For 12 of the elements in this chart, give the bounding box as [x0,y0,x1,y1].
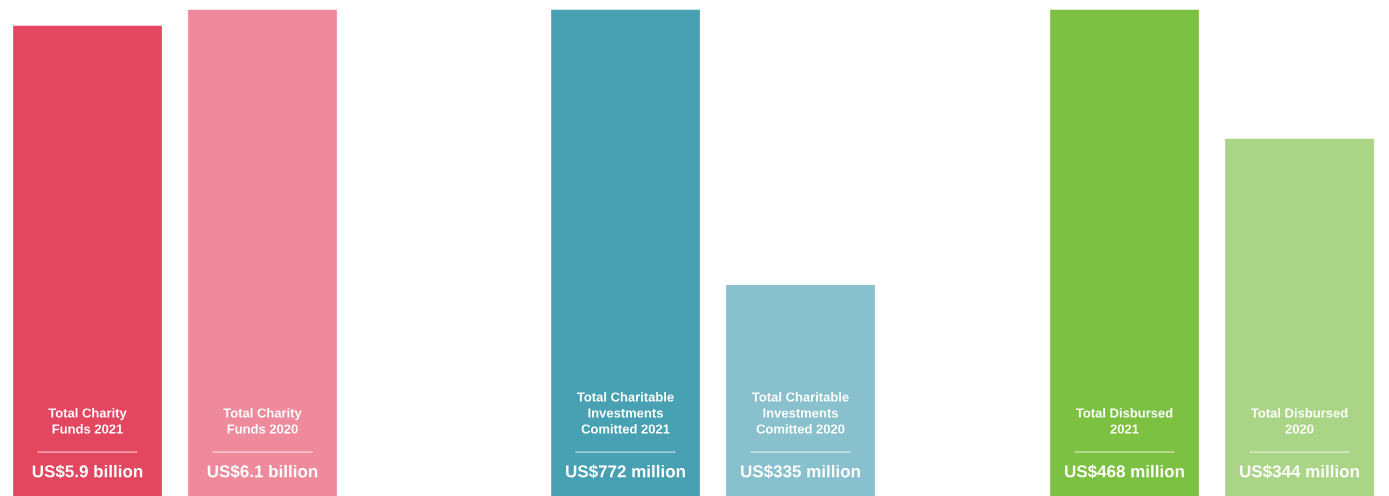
data-label: US$772 million [566,464,685,479]
x-tick-label: Total Charitable Investments Comitted 2021 [577,392,674,434]
data-label: US$468 million [1065,464,1184,479]
data-label: US$344 million [1240,464,1359,479]
x-tick-label: Total Charity Funds 2020 [223,408,302,434]
x-tick-label: Total Charity Funds 2021 [48,408,127,434]
x-tick-label: Total Disbursed 2020 [1251,408,1348,434]
data-label: US$5.9 billion [32,464,143,479]
data-label: US$335 million [741,464,860,479]
x-tick-label: Total Charitable Investments Comitted 2020 [752,392,849,434]
x-tick-label: Total Disbursed 2021 [1076,408,1173,434]
data-label: US$6.1 billion [207,464,318,479]
